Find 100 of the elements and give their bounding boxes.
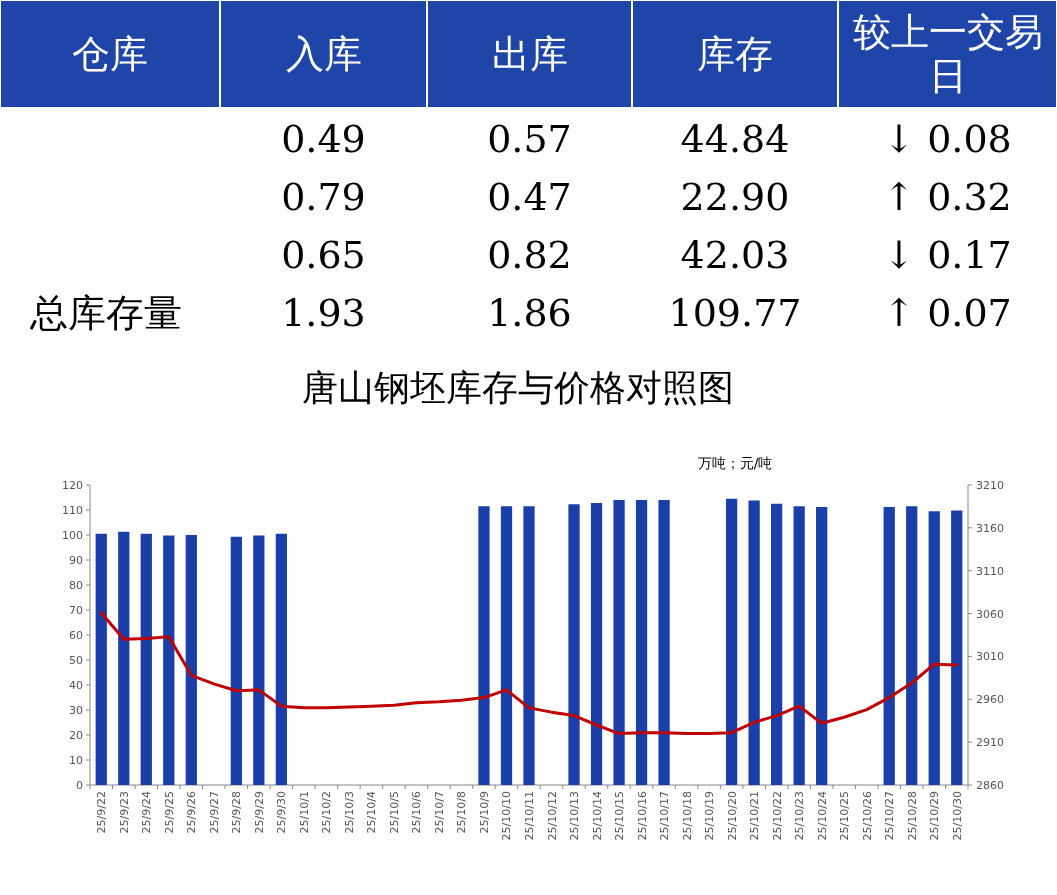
category-label: 库存 — [697, 32, 773, 76]
x-tick-label: 25/10/25 — [838, 791, 852, 841]
x-tick-label: 25/10/5 — [387, 791, 401, 834]
text: 22.90 — [680, 175, 790, 219]
bar — [140, 533, 152, 785]
text: 1.86 — [487, 291, 572, 335]
x-tick-label: 25/10/16 — [635, 791, 649, 841]
y-tick-label: 60 — [69, 629, 83, 642]
x-tick-label: 25/10/11 — [523, 791, 536, 841]
text: 0.82 — [487, 233, 572, 277]
y2-tick-label: 3160 — [976, 521, 1004, 535]
x-tick-label: 25/10/8 — [455, 791, 469, 834]
bar — [635, 500, 648, 785]
y-tick-label: 100 — [62, 529, 83, 542]
x-tick-label: 25/10/24 — [815, 791, 829, 841]
bar — [725, 498, 738, 785]
text: ↑ 0.32 — [883, 175, 1012, 219]
y-tick-label: 30 — [69, 704, 83, 717]
text: 0.47 — [487, 175, 572, 219]
y-tick-label: 10 — [69, 754, 83, 767]
x-tick-label: 25/10/29 — [928, 791, 942, 841]
bar — [928, 511, 940, 785]
x-tick-label: 25/9/27 — [207, 791, 221, 834]
y-tick-label: 90 — [69, 554, 83, 567]
x-tick-label: 25/10/7 — [432, 791, 446, 834]
x-tick-label: 25/10/23 — [793, 791, 807, 841]
bar — [883, 507, 895, 785]
text: 0.57 — [487, 117, 572, 161]
x-tick-label: 25/10/22 — [770, 791, 784, 841]
y-tick-label: 50 — [69, 654, 83, 667]
text: 1.93 — [281, 291, 366, 335]
bar — [95, 533, 107, 785]
y-tick-label: 70 — [69, 604, 83, 617]
x-tick-label: 25/10/1 — [297, 791, 311, 834]
bar — [568, 504, 580, 785]
x-tick-label: 25/10/9 — [477, 791, 491, 834]
text: 0.79 — [281, 175, 366, 219]
x-tick-label: 25/10/15 — [613, 791, 627, 841]
x-tick-label: 25/10/21 — [748, 791, 762, 841]
x-tick-label: 25/9/29 — [252, 791, 266, 834]
text: 44.84 — [680, 117, 790, 161]
y2-tick-label: 2910 — [976, 736, 1004, 750]
x-tick-label: 25/10/30 — [950, 791, 964, 841]
category-label: 较上一交易日 — [852, 10, 1043, 98]
y2-tick-label: 2860 — [976, 779, 1004, 792]
y2-tick-label: 2960 — [976, 693, 1004, 707]
x-tick-label: 25/10/6 — [410, 791, 424, 834]
bar — [748, 500, 760, 785]
x-tick-label: 25/10/27 — [883, 791, 897, 841]
bar — [230, 536, 242, 785]
x-tick-label: 25/10/10 — [500, 791, 514, 841]
x-tick-label: 25/10/14 — [590, 791, 604, 841]
bar — [906, 506, 918, 785]
bar — [658, 500, 670, 785]
y-tick-label: 40 — [69, 679, 83, 692]
text: ↓ 0.17 — [883, 233, 1012, 277]
x-tick-label: 25/10/28 — [905, 791, 919, 841]
bar — [253, 535, 265, 785]
y-tick-label: 110 — [62, 504, 83, 517]
bar — [500, 506, 513, 785]
bar — [590, 503, 603, 785]
text: ↓ 0.08 — [883, 117, 1012, 161]
x-tick-label: 25/10/19 — [703, 791, 717, 841]
line-series — [99, 611, 959, 736]
y2-tick-label: 3060 — [976, 607, 1004, 621]
x-tick-label: 25/10/13 — [568, 791, 582, 841]
category-label: 出库 — [491, 32, 568, 76]
x-tick-label: 25/10/4 — [365, 791, 379, 834]
chart-title: 唐山钢坯库存与价格对照图 — [302, 367, 734, 408]
y-tick-label: 0 — [76, 779, 83, 792]
x-tick-label: 25/10/17 — [658, 791, 672, 841]
y2-tick-label: 3210 — [976, 479, 1004, 492]
x-tick-label: 25/9/30 — [275, 791, 289, 834]
category-label: 总库存量 — [30, 291, 182, 335]
bar — [816, 507, 828, 785]
bar — [163, 535, 175, 785]
x-tick-label: 25/10/3 — [342, 791, 356, 834]
x-tick-label: 25/9/28 — [230, 791, 244, 834]
bar — [478, 506, 490, 785]
x-tick-label: 25/10/18 — [680, 791, 694, 841]
x-tick-label: 25/9/24 — [140, 791, 154, 834]
bar — [951, 510, 963, 785]
x-tick-label: 25/9/23 — [117, 791, 131, 834]
x-tick-label: 25/10/26 — [860, 791, 874, 841]
y-tick-label: 20 — [69, 729, 83, 742]
x-tick-label: 25/10/12 — [545, 791, 559, 841]
text: ↑ 0.07 — [883, 291, 1012, 335]
bar — [185, 535, 197, 785]
x-tick-label: 25/9/25 — [162, 791, 176, 834]
category-label: 入库 — [285, 32, 362, 76]
y-tick-label: 120 — [62, 479, 83, 492]
bar — [793, 506, 805, 785]
text: 0.65 — [281, 233, 366, 277]
y-tick-label: 80 — [69, 579, 83, 592]
text: 万吨；元/吨 — [697, 455, 773, 471]
text: 109.77 — [668, 291, 802, 335]
text: 42.03 — [680, 233, 790, 277]
text: 0.49 — [281, 117, 366, 161]
x-tick-label: 25/10/20 — [725, 791, 739, 841]
bar — [771, 503, 783, 785]
